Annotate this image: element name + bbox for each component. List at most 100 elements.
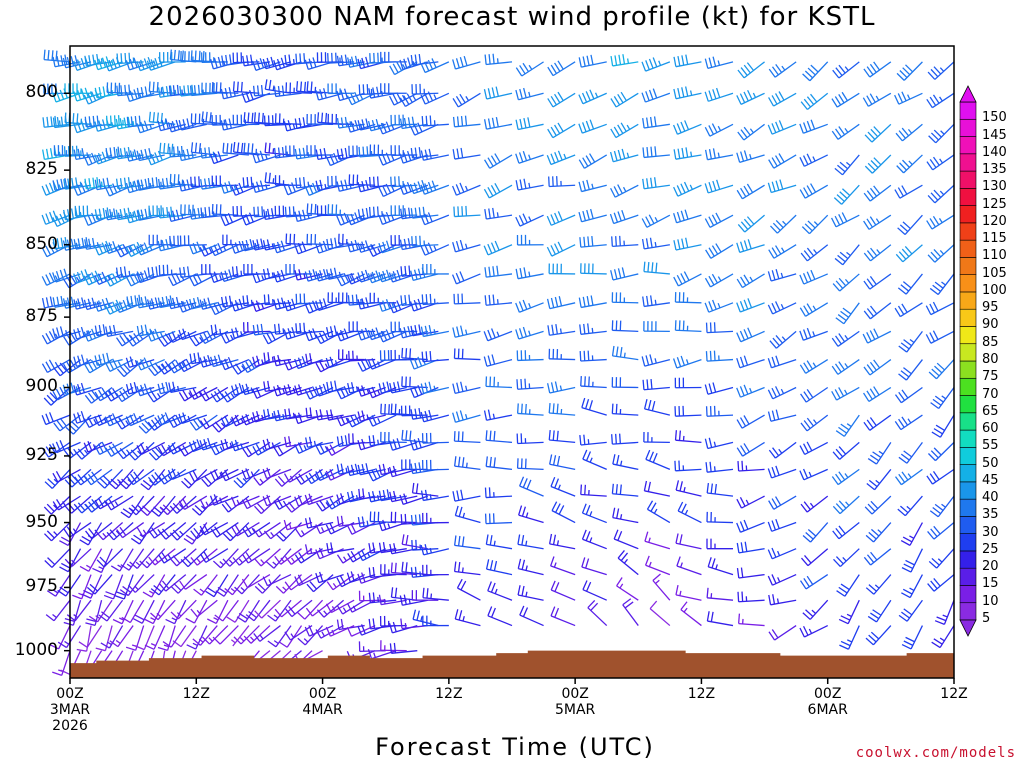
wind-barb [125,149,155,162]
colorbar-label: 140 [982,144,1007,160]
wind-barb [220,87,250,100]
colorbar-label: 110 [982,248,1007,264]
wind-barb [901,548,924,573]
wind-barb [898,359,923,381]
wind-barb [358,488,386,500]
wind-barb [178,328,208,341]
y-tick-label: 1000 [14,639,58,660]
wind-barb [736,519,765,533]
wind-barb [546,296,576,310]
wind-barb [926,214,955,230]
wind-barb [420,58,450,74]
wind-barb [515,178,544,191]
wind-barb [675,584,702,601]
colorbar-label: 125 [982,196,1007,212]
colorbar-label: 20 [982,559,999,575]
wind-barb [673,181,702,197]
wind-barb [88,599,113,623]
wind-barb [578,54,607,68]
wind-barb [611,403,639,416]
wind-barb [105,208,134,221]
chart-title: 2026030300 NAM forecast wind profile (kt… [148,2,876,32]
colorbar-swatch [959,239,977,258]
x-tick-label: 12Z [687,686,716,702]
wind-barb [265,548,292,569]
wind-barb [199,355,229,368]
wind-barb [84,53,113,67]
wind-barb [188,439,218,453]
wind-barb [136,357,165,371]
wind-barb [378,211,407,225]
wind-barb [484,207,513,220]
wind-barb [294,117,323,130]
wind-barb [284,625,313,641]
wind-barb [580,484,607,497]
wind-barb [452,55,481,70]
wind-barb [243,112,271,125]
wind-barb [454,505,481,524]
wind-barb [421,115,449,127]
wind-barb [264,142,292,156]
x-tick-label: 00Z 4MAR [302,686,343,718]
wind-barb [98,599,124,622]
wind-barb [162,625,187,648]
wind-barb [610,267,639,281]
colorbar-max-arrow [959,85,977,103]
wind-barb [736,495,765,509]
wind-barb [737,214,765,233]
wind-barb [378,489,407,502]
wind-barb [114,574,134,600]
wind-barb [241,212,271,226]
colorbar-label: 35 [982,507,999,523]
colorbar-swatch [959,429,977,448]
wind-barb [410,324,439,337]
wind-barb [233,625,260,645]
wind-barb [642,177,670,190]
wind-barb [452,239,481,253]
wind-barb [800,386,829,403]
wind-barb [736,273,765,289]
wind-barb [768,153,797,169]
colorbar-label: 120 [982,213,1007,229]
wind-barb [897,273,923,295]
wind-barb [94,85,123,99]
colorbar-label: 150 [982,110,1007,126]
wind-barb [612,507,639,524]
wind-barb [42,115,71,128]
wind-barb [284,408,313,420]
wind-barb [315,547,344,560]
wind-barb [579,350,607,362]
wind-barb [834,244,860,266]
wind-barb [252,150,281,164]
wind-barb [767,179,797,194]
wind-barb [367,414,397,427]
wind-barb [898,599,923,622]
wind-barb [234,574,260,595]
wind-barb [388,465,418,478]
wind-barb [338,292,365,304]
wind-barb [546,381,576,394]
wind-barb [736,441,765,457]
colorbar-swatch [959,291,977,310]
wind-barb [96,522,124,541]
colorbar-label: 40 [982,490,999,506]
wind-barb [612,454,639,471]
wind-barb [167,272,197,287]
wind-barb [241,495,271,510]
wind-barb [737,61,765,79]
wind-barb [927,184,955,204]
wind-barb [179,84,207,97]
colorbar-swatch [959,395,977,414]
wind-barb [283,519,313,531]
wind-barb [273,85,302,98]
wind-barb [252,238,281,251]
wind-barb [129,548,155,569]
wind-barb [643,261,670,275]
wind-barb [451,182,481,196]
wind-barb [453,535,481,550]
x-tick-label: 00Z 3MAR 2026 [49,686,91,734]
x-axis-label: Forecast Time (UTC) [375,733,655,761]
wind-barb [673,54,702,68]
colorbar-swatch [959,205,977,224]
wind-barb [649,600,671,627]
